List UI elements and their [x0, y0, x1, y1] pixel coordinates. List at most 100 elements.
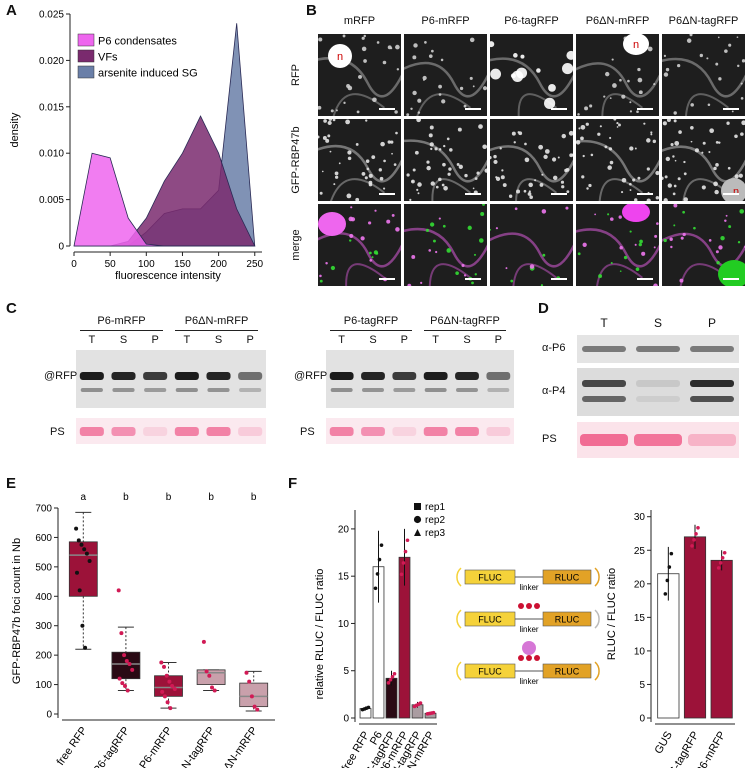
fluorescent-focus: [417, 111, 421, 114]
fluorescent-focus: [682, 210, 685, 214]
fluorescent-focus: [390, 47, 393, 50]
x-tick-label: GUS: [653, 730, 675, 757]
micrograph-image: [318, 119, 401, 201]
fluorescent-focus: [604, 145, 608, 149]
fluorescent-focus: [737, 64, 740, 68]
fluorescent-focus: [505, 267, 508, 270]
cell-outline: [490, 57, 573, 98]
micrograph-tile: [576, 204, 659, 286]
fluorescent-focus: [412, 90, 417, 96]
micrograph-tile: [404, 119, 487, 201]
row-label: α-P4: [542, 385, 566, 397]
band-faint: [456, 388, 478, 392]
fluorescent-focus: [655, 170, 659, 176]
fluorescent-focus: [435, 185, 439, 189]
fluorescent-focus: [636, 110, 639, 114]
fluorescent-focus: [346, 193, 352, 199]
data-point: [418, 701, 423, 705]
cell-outline: [598, 178, 644, 201]
legend-marker: [414, 503, 421, 510]
fluorescent-focus: [566, 50, 573, 60]
micrograph-tile: [490, 204, 573, 286]
fluorescent-focus: [523, 189, 527, 193]
fluorescent-focus: [511, 70, 524, 83]
ps-band: [143, 427, 168, 436]
fluorescent-focus: [318, 135, 320, 139]
fluorescent-focus: [577, 113, 580, 116]
fluorescent-focus: [541, 209, 547, 214]
ps-band: [361, 427, 385, 436]
nucleus-label: n: [337, 51, 343, 63]
fluorescent-focus: [632, 178, 636, 182]
fluorescent-focus: [471, 281, 474, 285]
light-glow: [456, 609, 462, 629]
fluorescent-focus: [406, 173, 410, 177]
cell-outline: [576, 139, 659, 183]
band: [143, 372, 168, 380]
linker-label: linker: [519, 583, 538, 592]
blot-row: [577, 368, 739, 416]
fluorescent-focus: [391, 213, 395, 217]
lane-label: P: [400, 334, 408, 346]
column-header: P6ΔN-mRFP: [585, 15, 650, 27]
fluorescent-focus: [412, 55, 417, 60]
fluorescent-focus: [672, 192, 676, 196]
data-point: [201, 639, 206, 644]
fluorescent-focus: [428, 133, 433, 138]
fluorescent-focus: [686, 38, 692, 43]
data-point: [87, 558, 92, 563]
fluorescent-focus: [653, 283, 658, 286]
fluorescent-focus: [356, 110, 360, 114]
fluorescent-focus: [709, 128, 715, 134]
fluorescent-focus: [646, 198, 651, 201]
y-tick-label: 0.005: [39, 195, 64, 206]
fluorescent-focus: [737, 241, 741, 244]
blot-bands: [582, 346, 734, 352]
data-point: [165, 700, 170, 705]
legend-label: rep3: [425, 528, 445, 539]
fluorescent-focus: [677, 63, 681, 68]
fluorescent-focus: [683, 197, 689, 201]
fluorescent-focus: [543, 154, 548, 160]
fluorescent-focus: [565, 206, 569, 210]
fluorescent-focus: [544, 149, 550, 154]
fluorescent-focus: [635, 267, 640, 271]
band: [238, 372, 263, 380]
ponceau-bands: [329, 427, 511, 436]
cell-outline: [662, 232, 745, 268]
lane-label: S: [653, 316, 662, 330]
panel-label-d: D: [538, 300, 549, 317]
lane-label: T: [88, 334, 96, 346]
y-tick-label: 0: [46, 710, 52, 721]
fluorescent-focus: [670, 142, 674, 147]
row-label: α-P6: [542, 342, 566, 354]
data-point: [399, 572, 404, 577]
fluorescent-focus: [619, 270, 622, 272]
fluorescent-focus: [428, 54, 433, 58]
row-label: RFP: [290, 64, 302, 86]
x-tick-label: P6ΔN-mRFP: [214, 725, 260, 768]
fluorescent-focus: [607, 165, 612, 170]
fluorescent-focus: [618, 123, 621, 127]
fluorescent-focus: [407, 283, 412, 286]
fluorescent-focus: [319, 191, 323, 195]
fluorescent-focus: [463, 274, 467, 277]
fluorescent-focus: [623, 255, 628, 260]
fluorescent-focus: [663, 198, 668, 201]
fluorescent-focus: [536, 68, 541, 73]
fluorescent-focus: [699, 53, 703, 58]
fluorescent-focus: [428, 249, 432, 252]
fluorescent-focus: [529, 264, 535, 269]
fluorescent-focus: [446, 137, 450, 141]
micrograph-image: [662, 34, 745, 116]
fluorescent-focus: [683, 160, 686, 164]
data-point: [160, 689, 165, 694]
box: [239, 682, 269, 708]
fluorescent-focus: [673, 184, 677, 188]
micrograph-image: [318, 206, 401, 286]
fluorescent-focus: [677, 177, 681, 181]
band: [690, 346, 734, 352]
x-tick-label: P6-tagRFP: [91, 725, 132, 768]
fluorescent-focus: [741, 120, 745, 126]
data-point: [84, 551, 89, 556]
